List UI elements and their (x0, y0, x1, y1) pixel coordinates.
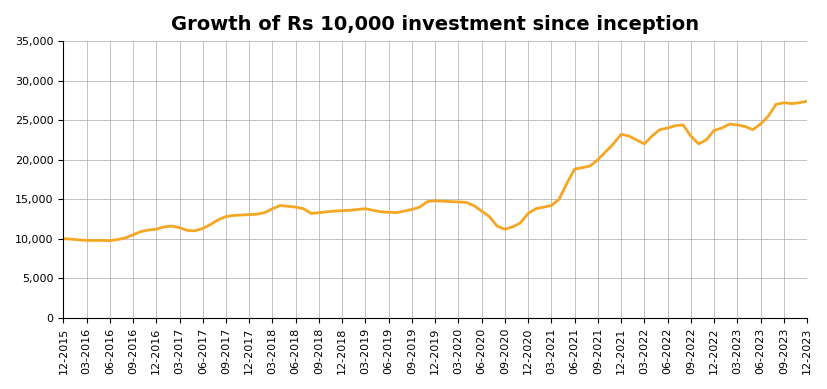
Title: Growth of Rs 10,000 investment since inception: Growth of Rs 10,000 investment since inc… (171, 15, 700, 34)
